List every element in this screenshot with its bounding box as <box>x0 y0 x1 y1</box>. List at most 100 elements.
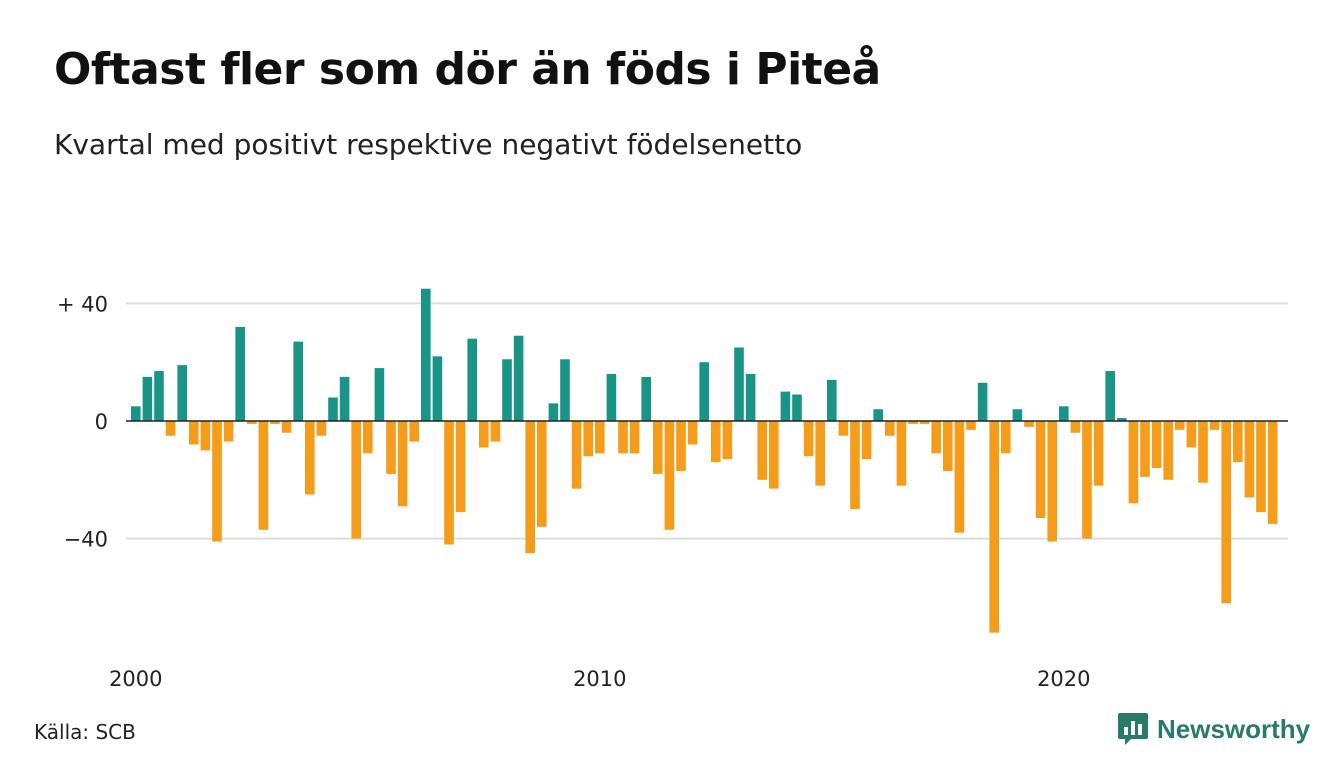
bar <box>815 421 825 486</box>
bar <box>177 365 187 421</box>
bar <box>1256 421 1266 513</box>
bar <box>1221 421 1231 604</box>
bar <box>699 362 709 421</box>
bar <box>513 335 524 421</box>
bar <box>1117 418 1127 421</box>
bar <box>247 421 257 424</box>
bar <box>722 421 733 460</box>
bar <box>305 421 315 495</box>
bar <box>421 288 431 421</box>
bar-chart: + 40 0 −40 2000 2010 2020 <box>57 288 1288 691</box>
bar <box>1035 421 1046 519</box>
bar <box>780 391 791 421</box>
bar <box>606 373 617 421</box>
bar <box>386 421 396 474</box>
bar <box>629 421 640 454</box>
bar <box>943 421 953 471</box>
bar <box>1070 421 1081 433</box>
bar <box>803 421 814 457</box>
bar <box>479 421 489 448</box>
bar <box>618 421 628 454</box>
bar <box>131 406 141 421</box>
bar <box>1209 421 1220 430</box>
bar <box>258 421 269 530</box>
bar <box>432 356 443 421</box>
bar <box>792 394 802 421</box>
bar <box>200 421 211 451</box>
bar <box>1059 406 1069 421</box>
bar <box>711 421 721 463</box>
bar <box>595 421 605 454</box>
bar <box>351 421 361 539</box>
bar <box>966 421 976 430</box>
x-tick-label: 2020 <box>1037 667 1090 691</box>
bar <box>212 421 222 542</box>
bar <box>1163 421 1173 480</box>
bar <box>583 421 593 457</box>
bar <box>1233 421 1243 463</box>
bar <box>270 421 280 424</box>
y-axis-ticks: + 40 0 −40 <box>57 292 108 551</box>
bar <box>873 409 883 421</box>
bar <box>142 376 153 421</box>
bar <box>525 421 535 554</box>
bar <box>641 376 651 421</box>
bar <box>989 421 999 633</box>
grid-lines <box>126 302 1288 540</box>
y-tick-label: + 40 <box>57 292 108 316</box>
bar <box>223 421 234 442</box>
bar <box>769 421 779 489</box>
bar <box>1244 421 1255 498</box>
bar <box>687 421 698 445</box>
bar <box>1186 421 1197 448</box>
brand-name: Newsworthy <box>1157 713 1311 744</box>
bar <box>1024 421 1034 427</box>
bar <box>1175 421 1185 430</box>
bar <box>850 421 860 510</box>
bar <box>1140 421 1150 477</box>
bar <box>885 421 895 436</box>
bar <box>1267 421 1278 524</box>
bar-chart-speech-icon <box>1118 713 1148 745</box>
bar <box>560 359 570 421</box>
bar <box>1082 421 1092 539</box>
bar <box>467 338 477 421</box>
bar <box>293 341 303 421</box>
bar <box>838 421 849 436</box>
bar <box>328 397 338 421</box>
bar <box>1093 421 1104 486</box>
bar <box>154 371 164 421</box>
bar <box>502 359 512 421</box>
bar <box>954 421 965 533</box>
x-axis-ticks: 2000 2010 2020 <box>109 667 1090 691</box>
bar <box>316 421 327 436</box>
bar <box>1047 421 1057 542</box>
bar <box>571 421 582 489</box>
bar <box>757 421 767 480</box>
bar <box>281 421 292 433</box>
bar <box>537 421 547 527</box>
chart-title: Oftast fler som dör än föds i Piteå <box>54 44 881 95</box>
bar <box>734 347 744 421</box>
bar <box>490 421 501 442</box>
bar <box>397 421 408 507</box>
bar <box>1105 371 1115 421</box>
bar <box>896 421 907 486</box>
bar <box>977 382 988 421</box>
bar <box>1128 421 1139 504</box>
bar <box>676 421 686 471</box>
source-note: Källa: SCB <box>34 720 136 744</box>
bar <box>189 421 199 445</box>
bar <box>919 421 930 424</box>
brand-logo: Newsworthy <box>1117 712 1310 746</box>
bar <box>444 421 454 545</box>
y-tick-label: −40 <box>64 528 108 552</box>
bar <box>931 421 941 454</box>
bar <box>1001 421 1011 454</box>
bar <box>363 421 373 454</box>
bar <box>548 403 559 421</box>
bar <box>908 421 918 424</box>
bar <box>1012 409 1023 421</box>
bar <box>1151 421 1162 469</box>
x-tick-label: 2000 <box>109 667 162 691</box>
